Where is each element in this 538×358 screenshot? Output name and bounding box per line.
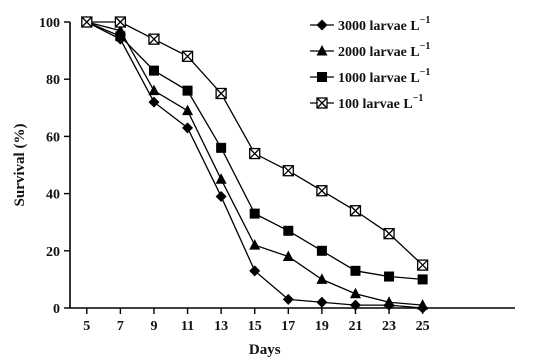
legend-item: 1000 larvae L−1 — [310, 67, 430, 86]
data-point — [215, 87, 227, 100]
x-tick-label: 7 — [117, 319, 124, 334]
data-point — [282, 293, 294, 305]
data-point — [384, 271, 395, 282]
legend-item: 100 larvae L−1 — [310, 93, 423, 112]
legend-item: 2000 larvae L−1 — [310, 41, 430, 60]
data-point — [283, 225, 294, 236]
y-tick-label: 40 — [46, 188, 60, 203]
data-point — [182, 122, 194, 134]
data-point — [349, 299, 361, 311]
x-tick-label: 25 — [416, 319, 430, 334]
data-point — [417, 274, 428, 285]
x-tick-label: 17 — [281, 319, 295, 334]
data-point — [215, 173, 227, 184]
data-point — [216, 142, 227, 153]
data-point — [417, 299, 429, 310]
data-point — [182, 104, 194, 116]
data-point — [249, 208, 260, 219]
legend: 3000 larvae L−1 2000 larvae L−1 1000 larva… — [310, 15, 430, 112]
y-tick-label: 0 — [53, 302, 60, 317]
series-x-square — [81, 16, 429, 271]
legend-item: 3000 larvae L−1 — [310, 15, 430, 34]
x-tick-label: 23 — [382, 319, 396, 334]
y-axis-ticks: 0 20 40 60 80 100 — [39, 16, 70, 317]
legend-label: 1000 larvae L−1 — [338, 67, 430, 86]
data-point — [282, 250, 294, 262]
data-point — [350, 265, 361, 276]
data-point — [215, 190, 227, 202]
x-tick-label: 5 — [83, 319, 90, 334]
data-point — [148, 33, 160, 45]
series-diamond — [81, 16, 429, 314]
legend-label: 100 larvae L−1 — [338, 93, 423, 112]
x-axis-ticks: 5 7 9 11 13 15 17 19 21 23 25 — [83, 308, 430, 334]
y-tick-label: 80 — [46, 73, 60, 88]
data-point — [181, 50, 194, 62]
data-point — [416, 259, 429, 271]
x-axis-title: Days — [249, 342, 281, 358]
series-line — [86, 21, 423, 309]
data-point — [316, 273, 328, 284]
data-point — [316, 185, 328, 197]
data-point — [383, 227, 395, 240]
x-tick-label: 21 — [348, 319, 362, 334]
x-tick-label: 13 — [214, 319, 228, 334]
data-point — [148, 96, 160, 108]
legend-marker — [316, 19, 328, 31]
y-tick-label: 60 — [46, 130, 60, 145]
series-layer — [81, 16, 429, 314]
data-point — [114, 16, 127, 28]
data-point — [282, 165, 294, 177]
data-point — [115, 31, 126, 42]
data-point — [383, 296, 395, 307]
legend-marker — [316, 45, 328, 56]
y-tick-label: 100 — [39, 16, 60, 31]
data-point — [182, 85, 193, 96]
series-line — [86, 21, 423, 306]
legend-label: 2000 larvae L−1 — [338, 41, 430, 60]
legend-marker — [317, 72, 327, 82]
data-point — [249, 147, 261, 160]
data-point — [316, 245, 327, 256]
y-axis-title: Survival (%) — [12, 124, 28, 207]
data-point — [349, 287, 361, 299]
x-tick-label: 11 — [181, 319, 194, 334]
data-point — [148, 84, 160, 96]
legend-marker — [316, 97, 328, 109]
x-tick-label: 9 — [150, 319, 157, 334]
x-tick-label: 19 — [315, 319, 329, 334]
data-point — [349, 205, 362, 217]
data-point — [81, 16, 93, 28]
x-tick-label: 15 — [248, 319, 262, 334]
data-point — [316, 296, 328, 308]
y-tick-label: 20 — [46, 245, 60, 260]
legend-label: 3000 larvae L−1 — [338, 15, 430, 34]
data-point — [249, 265, 261, 277]
data-point — [249, 239, 261, 250]
data-point — [148, 65, 159, 76]
